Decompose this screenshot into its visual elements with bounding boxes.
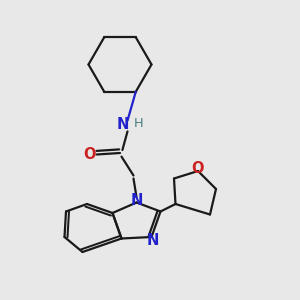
Text: O: O <box>192 161 204 176</box>
Text: O: O <box>84 147 96 162</box>
Text: N: N <box>131 193 143 208</box>
Text: H: H <box>134 116 144 130</box>
Text: N: N <box>116 117 129 132</box>
Text: N: N <box>147 233 159 248</box>
